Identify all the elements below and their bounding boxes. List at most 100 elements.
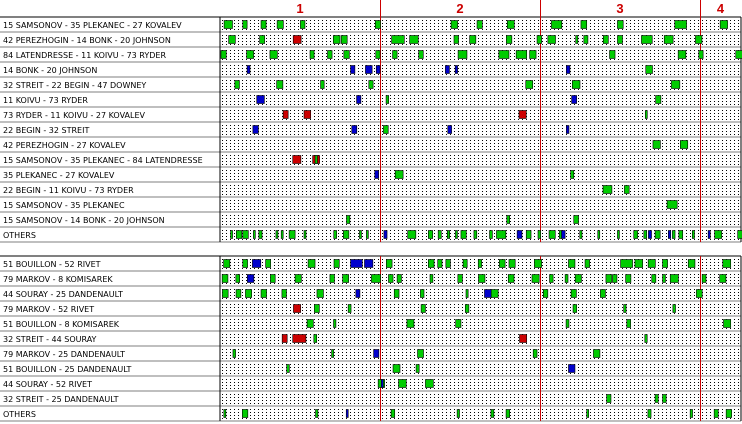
grid-dot bbox=[338, 161, 339, 162]
grid-dot bbox=[286, 131, 287, 132]
grid-dot bbox=[250, 44, 251, 45]
grid-dot bbox=[370, 161, 371, 162]
grid-dot bbox=[294, 101, 295, 102]
grid-dot bbox=[734, 86, 735, 87]
grid-dot bbox=[734, 29, 735, 30]
grid-dot bbox=[554, 128, 555, 129]
grid-dot bbox=[506, 68, 507, 69]
grid-dot bbox=[310, 74, 311, 75]
grid-dot bbox=[294, 65, 295, 66]
grid-dot bbox=[526, 68, 527, 69]
grid-dot bbox=[278, 119, 279, 120]
grid-dot bbox=[614, 104, 615, 105]
grid-dot bbox=[262, 65, 263, 66]
grid-dot bbox=[346, 134, 347, 135]
grid-dot bbox=[294, 104, 295, 105]
grid-dot bbox=[394, 104, 395, 105]
grid-dot bbox=[262, 143, 263, 144]
grid-dot bbox=[574, 89, 575, 90]
grid-dot bbox=[442, 158, 443, 159]
grid-dot bbox=[370, 140, 371, 141]
grid-dot bbox=[382, 89, 383, 90]
grid-dot bbox=[506, 125, 507, 126]
grid-dot bbox=[670, 149, 671, 150]
grid-dot bbox=[594, 53, 595, 54]
grid-dot bbox=[358, 140, 359, 141]
grid-dot bbox=[418, 101, 419, 102]
grid-dot bbox=[606, 23, 607, 24]
grid-dot bbox=[362, 65, 363, 66]
grid-dot bbox=[658, 128, 659, 129]
grid-dot bbox=[686, 113, 687, 114]
grid-dot bbox=[258, 20, 259, 21]
grid-dot bbox=[650, 131, 651, 132]
grid-dot bbox=[486, 158, 487, 159]
grid-dot bbox=[358, 143, 359, 144]
grid-dot bbox=[362, 20, 363, 21]
grid-dot bbox=[574, 146, 575, 147]
grid-dot bbox=[730, 26, 731, 27]
grid-dot bbox=[362, 95, 363, 96]
grid-dot bbox=[490, 65, 491, 66]
grid-dot bbox=[346, 20, 347, 21]
grid-dot bbox=[710, 83, 711, 84]
grid-dot bbox=[434, 68, 435, 69]
grid-dot bbox=[538, 86, 539, 87]
grid-dot bbox=[338, 23, 339, 24]
grid-dot bbox=[610, 44, 611, 45]
grid-dot bbox=[474, 29, 475, 30]
grid-dot bbox=[286, 38, 287, 39]
grid-dot bbox=[558, 65, 559, 66]
grid-dot bbox=[390, 113, 391, 114]
grid-dot bbox=[614, 116, 615, 117]
grid-dot bbox=[354, 26, 355, 27]
grid-dot bbox=[374, 59, 375, 60]
grid-dot bbox=[438, 83, 439, 84]
grid-dot bbox=[278, 98, 279, 99]
grid-dot bbox=[470, 50, 471, 51]
grid-dot bbox=[406, 125, 407, 126]
grid-dot bbox=[542, 41, 543, 42]
grid-dot bbox=[422, 158, 423, 159]
grid-dot bbox=[254, 68, 255, 69]
grid-dot bbox=[390, 128, 391, 129]
grid-dot bbox=[330, 140, 331, 141]
grid-dot bbox=[722, 83, 723, 84]
grid-dot bbox=[502, 38, 503, 39]
grid-dot bbox=[506, 101, 507, 102]
grid-dot bbox=[242, 98, 243, 99]
grid-dot bbox=[658, 68, 659, 69]
grid-dot bbox=[674, 35, 675, 36]
grid-dot bbox=[254, 110, 255, 111]
grid-dot bbox=[482, 131, 483, 132]
grid-dot bbox=[682, 128, 683, 129]
grid-dot bbox=[602, 134, 603, 135]
grid-dot bbox=[602, 128, 603, 129]
grid-dot bbox=[334, 158, 335, 159]
grid-dot bbox=[382, 20, 383, 21]
grid-dot bbox=[466, 80, 467, 81]
grid-dot bbox=[342, 26, 343, 27]
grid-dot bbox=[602, 44, 603, 45]
grid-dot bbox=[506, 98, 507, 99]
grid-dot bbox=[342, 101, 343, 102]
grid-dot bbox=[394, 89, 395, 90]
grid-dot bbox=[494, 116, 495, 117]
grid-dot bbox=[554, 143, 555, 144]
grid-dot bbox=[662, 50, 663, 51]
grid-dot bbox=[498, 53, 499, 54]
grid-dot bbox=[366, 113, 367, 114]
grid-dot bbox=[298, 29, 299, 30]
grid-dot bbox=[630, 20, 631, 21]
grid-dot bbox=[350, 98, 351, 99]
grid-dot bbox=[226, 104, 227, 105]
grid-dot bbox=[658, 134, 659, 135]
grid-dot bbox=[526, 44, 527, 45]
grid-dot bbox=[526, 23, 527, 24]
grid-dot bbox=[686, 53, 687, 54]
grid-dot bbox=[286, 161, 287, 162]
grid-dot bbox=[734, 23, 735, 24]
grid-dot bbox=[478, 80, 479, 81]
grid-dot bbox=[586, 134, 587, 135]
grid-dot bbox=[230, 65, 231, 66]
